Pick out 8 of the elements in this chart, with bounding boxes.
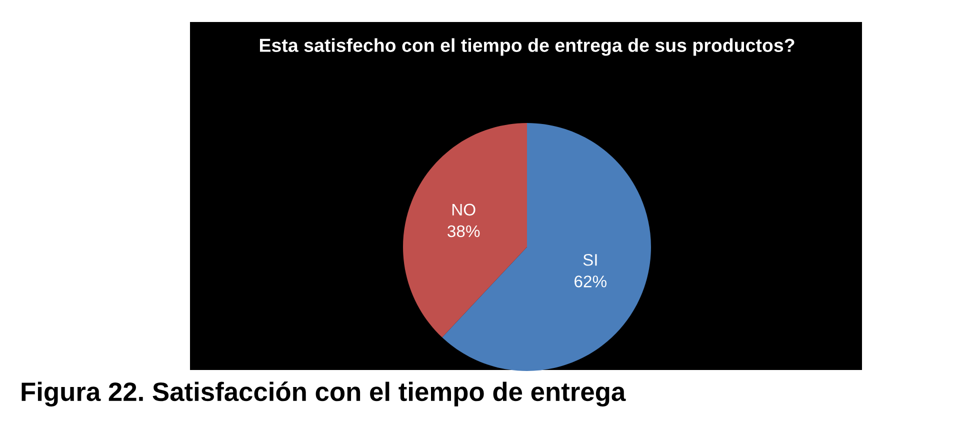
pie-slice [442, 123, 651, 371]
data-label: 62% [574, 276, 606, 288]
slice-label: NO [452, 204, 476, 216]
pie-slice [403, 123, 527, 338]
data-label: 38% [448, 225, 480, 238]
text: Figura 22. Satisfacción con el tiempo de entrega [22, 382, 626, 406]
chart-title: Esta satisfecho con el tiempo de entrega de sus productos? [260, 38, 794, 56]
slice-label: SI [583, 254, 597, 266]
